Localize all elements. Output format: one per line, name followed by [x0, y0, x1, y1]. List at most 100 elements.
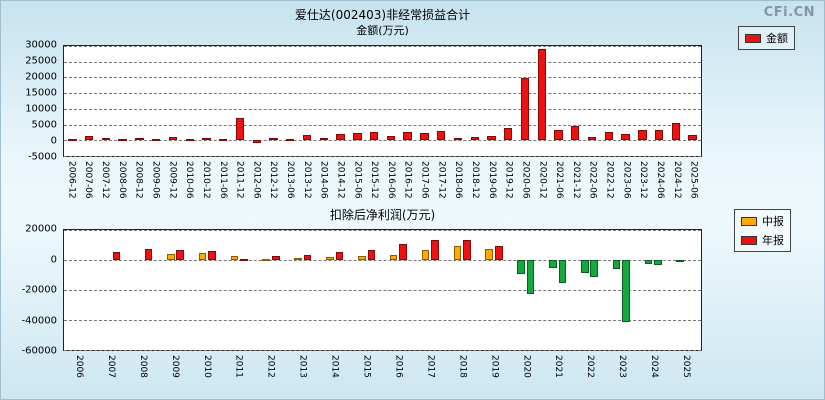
bar-年报-2022	[590, 260, 599, 277]
x-tick-label: 2007	[105, 355, 116, 378]
y-tick-label: 20000	[25, 71, 57, 83]
x-tick-label: 2013-12	[301, 161, 312, 199]
bar-中报-2014	[326, 256, 334, 260]
x-tick-label: 2023-12	[638, 161, 649, 199]
bar-金额-2010-12	[202, 138, 211, 141]
bar-年报-2024	[654, 260, 662, 266]
y-tick-label: -60000	[21, 345, 57, 357]
legend-label-interim: 中报	[762, 215, 784, 228]
bar-中报-2018	[453, 246, 462, 260]
bar-金额-2017-06	[420, 133, 429, 141]
bar-金额-2006-12	[68, 139, 77, 142]
x-tick-label: 2009-06	[150, 161, 161, 199]
bar-年报-2013	[303, 254, 312, 260]
x-tick-label: 2011-06	[217, 161, 228, 199]
x-tick-label: 2014-12	[335, 161, 346, 199]
bar-中报-2009	[166, 253, 175, 260]
bar-金额-2018-06	[453, 138, 463, 141]
x-tick-label: 2016	[393, 355, 404, 378]
x-tick-label: 2014-06	[318, 161, 329, 199]
bar-金额-2010-06	[185, 139, 194, 142]
bar-金额-2019-12	[504, 128, 513, 141]
bar-中报-2025	[676, 260, 685, 263]
bar-中报-2020	[517, 260, 525, 274]
bar-年报-2018	[463, 239, 471, 260]
bar-金额-2008-06	[118, 138, 127, 141]
x-tick-label: 2010	[201, 355, 212, 378]
bar-年报-2020	[526, 260, 535, 294]
bar-年报-2009	[176, 249, 185, 260]
bar-金额-2013-06	[286, 138, 295, 141]
y-tick-label: 30000	[25, 39, 57, 51]
x-tick-label: 2008-12	[133, 161, 144, 199]
chart2-title: 扣除后净利润(万元)	[329, 208, 436, 222]
x-tick-label: 2013-06	[285, 161, 295, 199]
legend-item-amount: 金额	[745, 30, 788, 46]
x-tick-label: 2006	[73, 355, 84, 378]
gridline-y-5000	[64, 124, 701, 126]
gridline-y-0	[64, 140, 701, 142]
gridline-y-20000	[64, 77, 701, 79]
bar-年报-2023	[622, 260, 630, 322]
gridline-y-30000	[64, 46, 701, 47]
bar-金额-2016-06	[386, 135, 396, 141]
bar-中报-2023	[612, 260, 621, 269]
x-tick-label: 2019-06	[486, 161, 497, 199]
legend-item-annual: 年报	[741, 232, 784, 248]
bar-金额-2011-06	[219, 138, 228, 141]
legend-swatch-interim	[741, 216, 757, 226]
y-tick-label: 10000	[25, 103, 57, 115]
y-tick-label: -5000	[27, 151, 57, 163]
x-tick-label: 2024-12	[671, 161, 682, 199]
x-tick-label: 2007-12	[100, 161, 111, 199]
bar-金额-2013-12	[302, 135, 312, 141]
chart1-title: 爱仕达(002403)非经常损益合计	[294, 8, 471, 22]
gridline-y-25000	[64, 61, 701, 63]
x-tick-label: 2012-06	[251, 161, 262, 199]
bar-中报-2019	[485, 249, 494, 260]
gridline-y--5000	[64, 156, 701, 157]
x-tick-label: 2006-12	[66, 161, 77, 199]
bar-年报-2014	[335, 251, 344, 260]
x-tick-label: 2018	[457, 355, 468, 378]
bar-金额-2025-06	[688, 134, 697, 141]
x-tick-label: 2015	[361, 355, 372, 378]
bar-金额-2017-12	[436, 130, 446, 141]
x-tick-label: 2015-06	[352, 161, 363, 199]
x-tick-label: 2008	[137, 355, 148, 378]
x-tick-label: 2009	[169, 355, 180, 378]
bar-中报-2022	[580, 260, 589, 273]
bar-年报-2016	[399, 244, 408, 260]
x-tick-label: 2018-06	[453, 161, 464, 199]
x-tick-label: 2010-06	[184, 161, 195, 199]
bar-年报-2011	[240, 258, 248, 261]
bar-金额-2020-06	[520, 78, 530, 141]
bar-金额-2022-06	[587, 137, 597, 141]
bar-年报-2008	[144, 249, 153, 260]
bar-中报-2013	[294, 257, 302, 260]
chart2-legend: 中报 年报	[734, 209, 791, 252]
x-tick-label: 2024	[649, 355, 660, 378]
y-tick-label: 25000	[25, 55, 57, 67]
x-tick-label: 2013	[297, 355, 308, 378]
x-tick-label: 2008-06	[116, 161, 127, 199]
x-tick-label: 2025	[681, 355, 692, 378]
x-tick-label: 2016-12	[402, 161, 413, 199]
gridline-y--20000	[64, 290, 701, 291]
bar-金额-2020-12	[537, 49, 546, 141]
bar-年报-2019	[494, 246, 503, 260]
bar-金额-2014-06	[319, 137, 328, 141]
x-tick-label: 2018-12	[469, 161, 480, 199]
bar-年报-2012	[271, 256, 280, 260]
gridline-y--40000	[64, 320, 701, 321]
bar-金额-2022-12	[604, 132, 613, 141]
bar-中报-2024	[644, 260, 653, 264]
x-tick-label: 2011	[233, 355, 244, 378]
x-tick-label: 2021-12	[570, 161, 581, 199]
bar-金额-2024-06	[654, 129, 664, 141]
legend-swatch-amount	[745, 33, 761, 43]
bar-金额-2007-12	[101, 138, 111, 141]
x-tick-label: 2016-06	[385, 161, 396, 199]
bar-中报-2017	[421, 250, 430, 260]
